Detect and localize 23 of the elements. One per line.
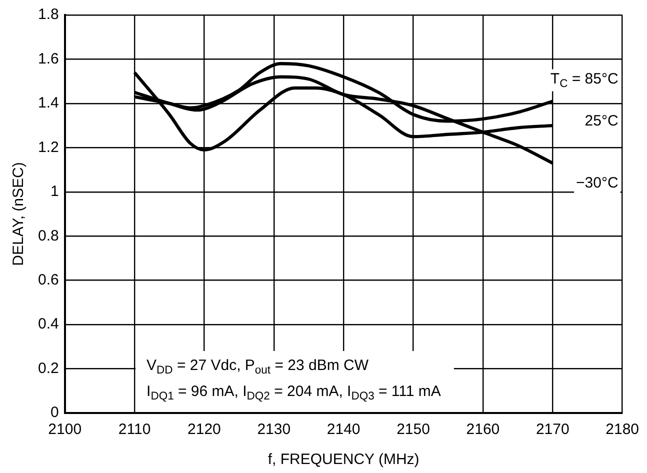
x-tick-label: 2130 [257,421,291,438]
x-tick-label: 2160 [466,421,500,438]
y-tick-label: 0.4 [38,316,59,333]
y-tick-label: 0 [50,404,59,422]
y-tick-label: 1.8 [38,6,59,24]
x-tick-label: 2120 [188,421,221,438]
x-tick-label: 2110 [118,421,151,438]
x-tick-label: 2140 [326,421,360,438]
y-tick-label: 0.2 [38,360,59,377]
x-axis-title: f, FREQUENCY (MHz) [268,451,420,468]
y-tick-label: 1 [50,183,59,200]
x-tick-label: 2180 [606,421,640,438]
y-tick-label: 1.4 [38,94,59,112]
series-label: −30°C [576,174,618,192]
x-tick-label: 2150 [396,421,430,438]
y-tick-label: 0.8 [38,227,59,244]
y-tick-label: 1.6 [38,50,59,68]
y-tick-label: 0.6 [38,271,59,288]
y-tick-label: 1.2 [38,138,59,156]
text: 25°C [584,112,618,130]
x-tick-label: 2100 [48,421,82,438]
x-tick-label: 2170 [536,421,570,438]
y-axis-title: DELAY, (nSEC) [10,162,28,266]
